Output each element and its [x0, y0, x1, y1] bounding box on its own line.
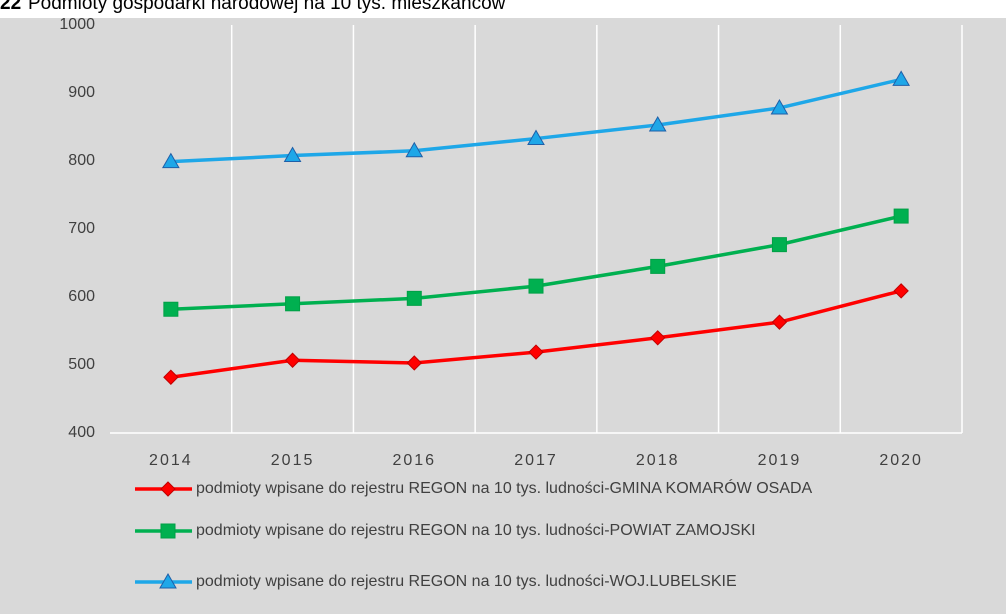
- marker: [163, 369, 179, 385]
- marker: [163, 301, 179, 317]
- marker: [159, 572, 177, 589]
- y-tick-label: 500: [68, 356, 95, 373]
- x-tick-label: 2018: [636, 452, 680, 469]
- legend-label: podmioty wpisane do rejestru REGON na 10…: [196, 522, 756, 539]
- marker: [771, 237, 787, 253]
- y-tick-label: 1000: [59, 16, 95, 33]
- marker: [893, 208, 909, 224]
- marker: [771, 314, 788, 330]
- marker: [892, 70, 911, 86]
- marker: [283, 146, 302, 163]
- legend-label: podmioty wpisane do rejestru REGON na 10…: [196, 480, 813, 497]
- marker: [650, 330, 666, 346]
- marker: [160, 523, 176, 539]
- marker: [406, 290, 422, 306]
- y-tick-label: 700: [68, 220, 95, 237]
- x-tick-label: 2020: [879, 452, 923, 469]
- chart-title: Podmioty gospodarki narodowej na 10 tys.…: [28, 0, 506, 14]
- y-tick-label: 900: [68, 84, 95, 101]
- x-tick-label: 2019: [758, 452, 802, 469]
- marker: [284, 352, 301, 368]
- x-tick-label: 2015: [271, 452, 315, 469]
- marker: [406, 355, 422, 371]
- y-tick-label: 600: [68, 288, 95, 305]
- marker: [405, 141, 424, 158]
- x-tick-label: 2017: [514, 452, 558, 469]
- x-tick-label: 2014: [149, 452, 193, 469]
- marker: [648, 115, 667, 132]
- marker: [770, 98, 789, 115]
- marker: [528, 278, 544, 294]
- marker: [285, 296, 301, 312]
- title-number: 22: [0, 0, 21, 14]
- y-tick-label: 800: [68, 152, 95, 169]
- marker: [893, 283, 909, 299]
- y-tick-label: 400: [68, 424, 95, 441]
- marker: [161, 152, 180, 169]
- legend-label: podmioty wpisane do rejestru REGON na 10…: [196, 573, 737, 590]
- marker: [528, 344, 544, 360]
- marker: [650, 258, 666, 274]
- marker: [160, 481, 176, 497]
- x-tick-label: 2016: [392, 452, 436, 469]
- marker: [527, 129, 545, 146]
